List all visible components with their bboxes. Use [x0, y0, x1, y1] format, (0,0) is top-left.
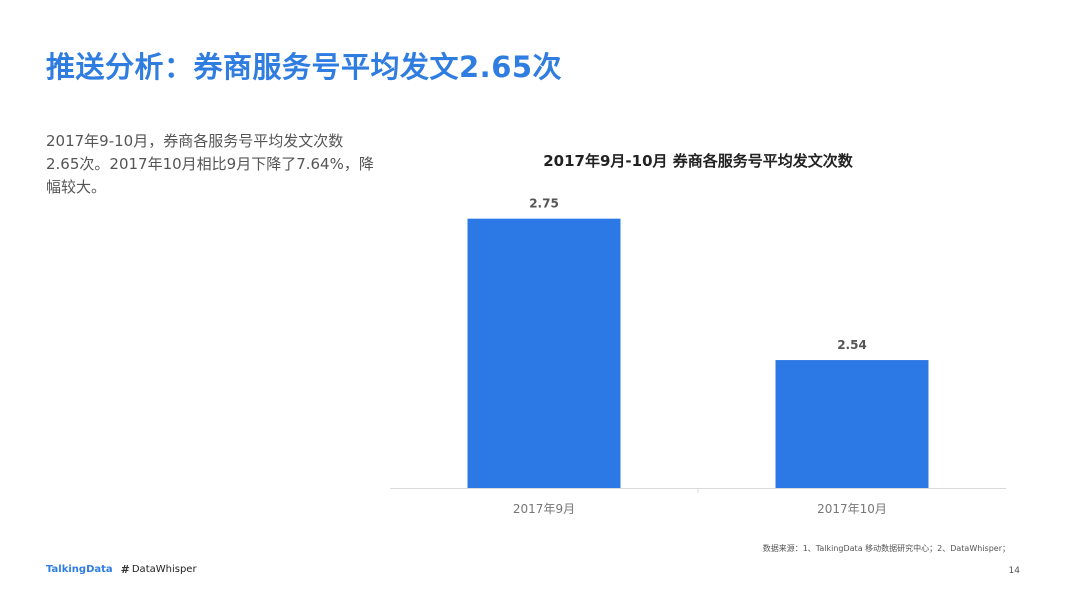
x-tick-label: 2017年9月	[513, 502, 575, 515]
datawhisper-logo-text: DataWhisper	[131, 564, 197, 575]
description-text: 2017年9-10月，券商各服务号平均发文次数2.65次。2017年10月相比9…	[46, 132, 374, 196]
bar-2	[775, 360, 929, 488]
page-number: 14	[1008, 566, 1020, 576]
footer-logos: TalkingData # DataWhisper	[46, 563, 197, 576]
bar-value-label: 2.75	[529, 197, 559, 211]
x-tick-label: 2017年10月	[817, 502, 887, 515]
data-source-note: 数据来源：1、TalkingData 移动数据研究中心；2、DataWhispe…	[762, 544, 1010, 553]
bar-chart: 2.75 2017年9月 2.54 2017年10月	[390, 197, 1006, 515]
page-title: 推送分析：券商服务号平均发文2.65次	[46, 50, 563, 84]
bar-1	[467, 218, 621, 488]
chart-title: 2017年9月-10月 券商各服务号平均发文次数	[543, 152, 853, 170]
datawhisper-logo: # DataWhisper	[121, 563, 197, 576]
talkingdata-logo: TalkingData	[46, 564, 113, 575]
datawhisper-mark-icon: #	[120, 563, 130, 576]
bar-value-label: 2.54	[837, 338, 867, 352]
